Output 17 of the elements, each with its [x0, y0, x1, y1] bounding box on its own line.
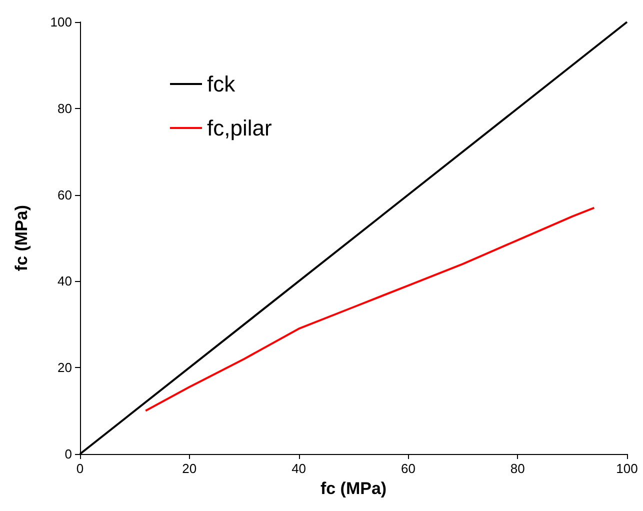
x-tick-label: 60 [400, 461, 416, 476]
x-tick-label: 20 [182, 461, 197, 476]
x-tick-label: 40 [292, 461, 306, 476]
y-tick-label: 20 [58, 360, 72, 376]
x-axis-title: fc (MPa) [320, 478, 387, 498]
legend-label: fck [207, 72, 236, 96]
x-tick-label: 100 [616, 461, 638, 476]
y-tick-label: 0 [64, 446, 72, 462]
y-tick-label: 80 [58, 100, 72, 116]
legend-label: fc,pilar [207, 116, 272, 140]
y-tick-label: 100 [50, 14, 72, 30]
y-axis-title: fc (MPa) [12, 204, 31, 272]
x-tick-label: 80 [510, 461, 525, 476]
line-series [144, 206, 596, 412]
x-tick-label: 0 [76, 461, 84, 476]
y-tick-label: 40 [58, 274, 72, 289]
y-tick-label: 60 [58, 187, 72, 202]
